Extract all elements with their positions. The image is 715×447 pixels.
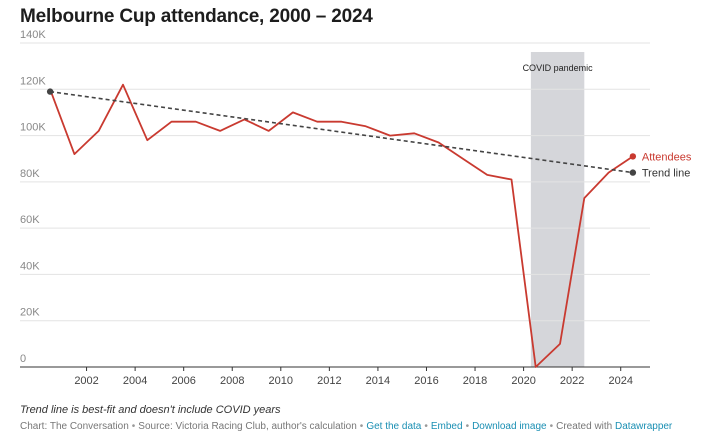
y-tick-label: 80K [20, 168, 40, 180]
x-tick-label: 2022 [560, 375, 584, 387]
trend-line-label: Trend line [642, 168, 691, 180]
x-tick-label: 2020 [511, 375, 535, 387]
x-tick-label: 2014 [366, 375, 390, 387]
covid-shade-layer: COVID pandemic [523, 52, 594, 367]
footer-source: Source: Victoria Racing Club, author's c… [138, 421, 357, 432]
footer-created: Created with [556, 421, 613, 432]
x-tick-label: 2012 [317, 375, 341, 387]
x-axis-ticks: 2002 2004 2006 2008 2010 2012 2014 2016 2018 2020… [74, 367, 633, 387]
chart-note: Trend line is best-fit and doesn't inclu… [20, 404, 281, 416]
x-tick-label: 2016 [414, 375, 438, 387]
x-tick-label: 2002 [74, 375, 98, 387]
y-axis-ticks: 0 20K 40K 60K 80K 100K 120K 140K [20, 29, 46, 365]
datawrapper-link[interactable]: Datawrapper [615, 421, 673, 432]
embed-link[interactable]: Embed [430, 421, 463, 432]
y-tick-label: 100K [20, 122, 46, 134]
y-tick-label: 0 [20, 353, 26, 365]
trend-end-point [629, 169, 637, 176]
x-tick-label: 2008 [220, 375, 244, 387]
attendees-line [49, 83, 634, 368]
legend-layer: Attendees Trend line [642, 151, 692, 179]
y-tick-label: 20K [20, 307, 40, 319]
line-chart: COVID pandemic 0 20K 40K 60K 80K 100K 120K 140K… [20, 29, 692, 387]
covid-shade [530, 52, 585, 367]
attendees-end-point [629, 153, 637, 160]
y-tick-label: 140K [20, 29, 46, 41]
y-tick-label: 120K [20, 75, 46, 87]
x-tick-label: 2024 [608, 375, 632, 387]
attendees-label: Attendees [642, 151, 692, 163]
series-layer [46, 83, 637, 368]
x-tick-label: 2018 [463, 375, 487, 387]
x-tick-label: 2006 [171, 375, 195, 387]
x-tick-label: 2010 [269, 375, 293, 387]
footer-credit: Chart: The Conversation [20, 421, 129, 432]
get-data-link[interactable]: Get the data [366, 421, 422, 432]
y-tick-label: 40K [20, 260, 40, 272]
chart-footer: Chart: The Conversation • Source: Victoria… [20, 421, 673, 432]
covid-label: COVID pandemic [523, 63, 594, 73]
download-image-link[interactable]: Download image [472, 421, 547, 432]
trend-start-point [46, 88, 54, 95]
chart-title: Melbourne Cup attendance, 2000 – 2024 [20, 6, 373, 27]
y-tick-label: 60K [20, 214, 40, 226]
trend-line [49, 90, 634, 174]
x-tick-label: 2004 [123, 375, 147, 387]
